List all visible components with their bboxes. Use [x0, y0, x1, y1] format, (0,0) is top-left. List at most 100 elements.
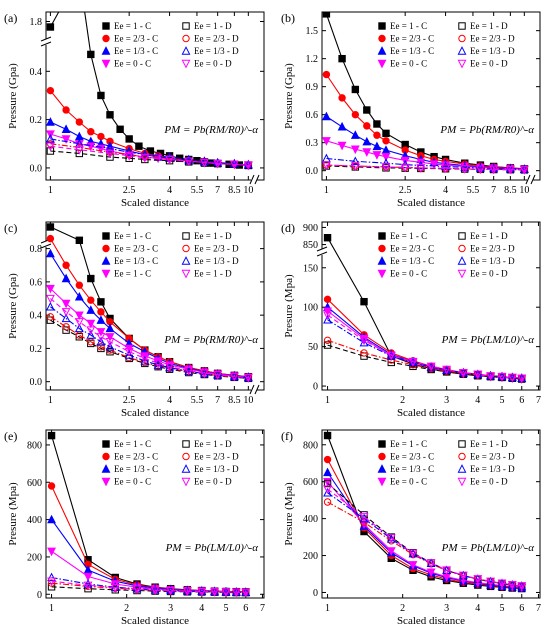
- legend-marker: [102, 452, 110, 461]
- data-point: [75, 281, 84, 289]
- data-point: [489, 165, 499, 175]
- data-point: [200, 156, 209, 165]
- data-point: [46, 248, 55, 258]
- x-tick-label: 4: [199, 603, 204, 614]
- legend-label: Ee = 2/3 - C: [114, 452, 158, 462]
- data-point: [323, 498, 332, 506]
- data-point: [442, 566, 452, 576]
- data-point: [97, 132, 105, 141]
- y-tick-label: 0: [313, 588, 318, 599]
- data-point: [184, 366, 194, 376]
- data-point: [381, 152, 391, 162]
- data-point: [105, 338, 115, 347]
- data-point: [426, 559, 436, 569]
- y-tick-label: 0.2: [30, 344, 43, 355]
- y-axis-title: Presure (Mpa): [7, 482, 19, 546]
- y-tick-label: 600: [27, 478, 42, 489]
- data-point: [381, 145, 391, 154]
- legend-label: Ee = 1 - D: [194, 21, 232, 31]
- data-point: [323, 487, 332, 497]
- x-tick-label: 7: [491, 185, 496, 196]
- y-tick-label: 900: [303, 223, 318, 234]
- data-point: [105, 323, 115, 333]
- x-tick-label: 4: [167, 395, 172, 406]
- data-point: [323, 341, 332, 349]
- data-point: [460, 165, 470, 174]
- data-point: [47, 431, 56, 440]
- data-point: [460, 162, 470, 172]
- data-point: [140, 355, 150, 365]
- y-tick-label: 1.2: [306, 54, 319, 65]
- legend-label: Ee = 2/3 - C: [114, 244, 158, 254]
- legend-marker: [101, 464, 111, 473]
- legend-marker: [101, 256, 111, 265]
- data-point: [442, 365, 452, 375]
- legend-marker: [457, 46, 467, 55]
- x-tick-label: 7: [536, 395, 541, 406]
- x-tick-label: 3: [444, 395, 449, 406]
- data-point: [229, 160, 239, 170]
- x-axis-break-mark: [254, 384, 260, 395]
- legend-marker: [181, 46, 191, 55]
- legend-marker: [377, 46, 387, 55]
- data-point: [46, 234, 55, 243]
- data-point: [323, 295, 332, 304]
- x-tick-label: 2: [400, 395, 405, 406]
- data-point: [213, 157, 223, 167]
- x-axis-break-gap: [251, 386, 257, 394]
- data-point: [62, 106, 70, 114]
- data-point: [337, 141, 347, 151]
- y-tick-label: 400: [27, 515, 42, 526]
- legend-label: Ee = 0 - D: [194, 59, 232, 69]
- data-point: [96, 315, 106, 324]
- x-axis-title: Scaled distance: [397, 615, 465, 627]
- legend-label: Ee = 0 - D: [470, 477, 508, 487]
- plot-frame: [321, 429, 541, 599]
- x-tick-label: 1: [49, 603, 54, 614]
- data-point: [441, 161, 450, 171]
- data-point: [150, 586, 160, 596]
- x-tick-label: 5.5: [467, 185, 480, 196]
- y-axis-title: Presure (Mpa): [283, 274, 295, 338]
- legend-marker: [102, 34, 110, 43]
- data-point: [416, 164, 426, 173]
- x-tick-label: 10: [519, 185, 529, 196]
- fit-line: [50, 150, 249, 166]
- legend-marker: [458, 440, 466, 448]
- data-point: [132, 585, 142, 594]
- legend-marker: [182, 34, 190, 43]
- data-point: [507, 373, 517, 383]
- data-point: [106, 111, 114, 119]
- data-point: [386, 351, 396, 361]
- data-point: [46, 294, 55, 304]
- legend-label: Ee = 2/3 - D: [470, 34, 515, 44]
- chart-panel-1: (a) 1 2.5 4 5.5 7 8.5 10 0.0 0.2 0.4 1.8 Scaled dist…: [4, 11, 265, 209]
- legend-marker: [458, 22, 466, 30]
- data-point: [229, 372, 239, 382]
- data-point: [505, 164, 515, 173]
- x-tick-label: 2: [400, 603, 405, 614]
- plot-frame: [321, 11, 541, 181]
- data-point: [75, 118, 84, 126]
- data-point: [408, 549, 418, 559]
- legend-label: Ee = 1 - D: [194, 231, 232, 241]
- data-point: [359, 336, 369, 346]
- legend-marker: [101, 477, 111, 487]
- x-axis-title: Scaled distance: [397, 407, 465, 419]
- data-point: [86, 326, 96, 336]
- data-point: [351, 85, 360, 94]
- chart-panel-2: (b) 1 2.5 4 5.5 7 8.5 10 0.0 0.3 0.6 0.9 1.2 1.5 Scale…: [281, 11, 541, 209]
- data-point: [110, 584, 120, 593]
- y-axis-break-gap: [42, 39, 50, 45]
- legend-label: Ee = 2/3 - D: [194, 34, 239, 44]
- data-point: [47, 482, 56, 490]
- data-point: [429, 160, 439, 170]
- plot-area: [47, 431, 251, 598]
- x-tick-label: 1: [48, 185, 53, 196]
- data-point: [87, 296, 95, 304]
- data-point: [213, 159, 223, 169]
- legend-marker: [101, 269, 111, 279]
- y-tick-label: 400: [303, 514, 318, 525]
- fit-line: [327, 481, 522, 588]
